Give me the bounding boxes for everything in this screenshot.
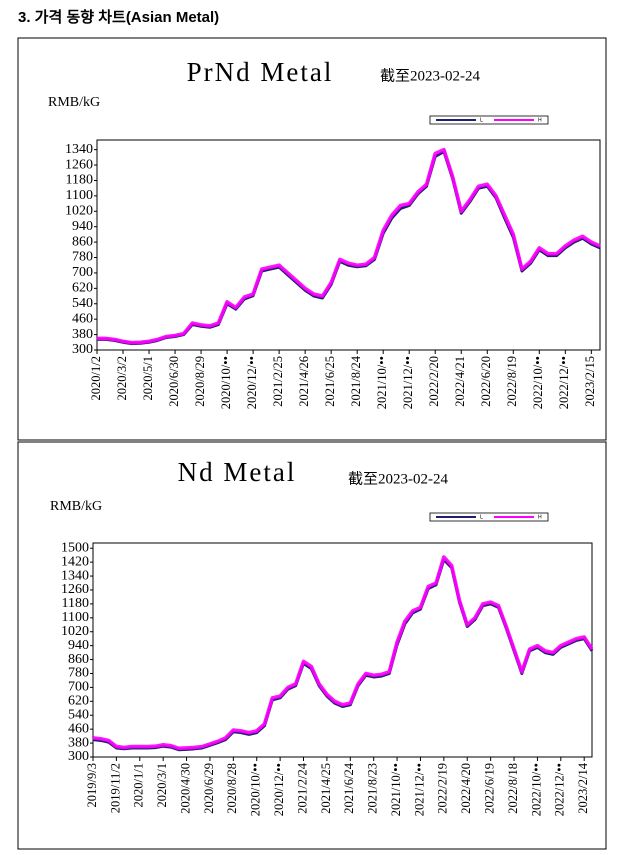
x-tick-label: 2022/8/19: [505, 356, 519, 407]
x-tick-label: 2021/6/25: [323, 356, 337, 407]
x-tick-label: 2022/10/••: [529, 763, 543, 816]
x-tick-label: 2020/4/30: [178, 763, 192, 814]
x-tick-label: 2021/12/••: [412, 763, 426, 816]
x-tick-label: 2021/8/24: [349, 355, 363, 406]
chart-title: PrNd Metal: [187, 57, 334, 87]
y-tick-label: 1100: [62, 610, 89, 625]
y-tick-label: 1260: [65, 157, 93, 172]
x-tick-label: 2022/4/21: [453, 356, 467, 407]
x-tick-label: 2020/1/1: [132, 763, 146, 807]
x-tick-label: 2023/2/14: [576, 762, 590, 813]
chart: Nd Metal 截至2023-02-24 RMB/kG 30038046054062…: [17, 441, 607, 850]
x-tick-label: 2020/6/29: [202, 763, 216, 814]
y-tick-label: 1260: [61, 582, 89, 597]
y-tick-label: 540: [68, 707, 89, 722]
x-tick-label: 2021/2/25: [271, 356, 285, 407]
chart-title: Nd Metal: [178, 457, 297, 487]
x-tick-label: 2022/2/19: [436, 763, 450, 814]
y-tick-label: 300: [72, 342, 93, 357]
chart-frame: [17, 37, 607, 441]
x-tick-label: 2021/8/23: [366, 763, 380, 814]
x-tick-label: 2019/9/3: [85, 763, 99, 807]
y-tick-label: 1180: [62, 596, 89, 611]
legend-box: [429, 512, 549, 522]
y-axis-label: RMB/kG: [50, 499, 102, 514]
y-axis-label: RMB/kG: [48, 95, 100, 110]
x-tick-label: 2021/4/25: [319, 763, 333, 814]
legend-label: L: [480, 118, 483, 124]
y-tick-label: 460: [68, 721, 89, 736]
series-line: [97, 147, 601, 345]
x-tick-label: 2021/6/24: [342, 762, 356, 813]
x-tick-label: 2020/3/2: [115, 356, 129, 400]
section-heading: 3. 가격 동향 차트(Asian Metal): [18, 8, 219, 26]
x-tick-label: 2021/10/••: [375, 356, 389, 409]
x-tick-label: 2020/8/29: [193, 356, 207, 407]
y-tick-label: 1020: [65, 204, 93, 219]
plot-area: [96, 139, 601, 351]
x-tick-label: 2020/3/1: [155, 763, 169, 807]
y-tick-label: 860: [72, 234, 93, 249]
x-tick-label: 2020/8/28: [225, 763, 239, 814]
y-tick-label: 380: [72, 327, 93, 342]
y-tick-label: 380: [68, 735, 89, 750]
chart-frame: [17, 441, 607, 850]
y-tick-label: 940: [68, 638, 89, 653]
plot-area: [92, 542, 593, 758]
y-tick-label: 1340: [65, 142, 93, 157]
x-tick-label: 2022/2/20: [427, 356, 441, 407]
x-tick-label: 2020/12/••: [272, 763, 286, 816]
y-tick-label: 620: [68, 694, 89, 709]
x-tick-label: 2021/2/24: [295, 762, 309, 813]
y-tick-label: 460: [72, 311, 93, 326]
legend-box: [429, 115, 549, 125]
x-tick-label: 2022/12/••: [553, 763, 567, 816]
x-tick-label: 2022/6/19: [483, 763, 497, 814]
y-tick-label: 780: [72, 250, 93, 265]
y-tick-label: 860: [68, 652, 89, 667]
y-tick-label: 1340: [61, 568, 89, 583]
y-tick-label: 1420: [61, 554, 89, 569]
x-tick-label: 2022/6/20: [479, 356, 493, 407]
x-tick-label: 2020/12/••: [245, 356, 259, 409]
x-tick-label: 2020/6/30: [167, 356, 181, 407]
x-tick-label: 2020/10/••: [219, 356, 233, 409]
y-tick-label: 1180: [66, 173, 93, 188]
x-tick-label: 2022/12/••: [557, 356, 571, 409]
legend-label: H: [538, 515, 542, 521]
x-tick-label: 2020/10/••: [249, 763, 263, 816]
series-line: [92, 555, 594, 751]
y-tick-label: 1500: [61, 540, 89, 555]
y-tick-label: 540: [72, 296, 93, 311]
x-tick-label: 2021/12/••: [401, 356, 415, 409]
legend-label: L: [480, 515, 483, 521]
chart-subtitle: 截至2023-02-24: [348, 470, 448, 487]
x-tick-label: 2021/10/••: [389, 763, 403, 816]
x-tick-label: 2022/10/••: [531, 356, 545, 409]
y-tick-label: 780: [68, 666, 89, 681]
x-tick-label: 2023/2/15: [583, 356, 597, 407]
x-tick-label: 2021/4/26: [297, 356, 311, 407]
x-tick-label: 2020/5/1: [141, 356, 155, 400]
x-tick-label: 2020/1/2: [89, 356, 103, 400]
x-tick-label: 2019/11/2: [108, 763, 122, 813]
y-tick-label: 1020: [61, 624, 89, 639]
y-tick-label: 700: [68, 680, 89, 695]
chart: PrNd Metal 截至2023-02-24 RMB/kG 300380460540…: [17, 37, 607, 441]
y-tick-label: 940: [72, 219, 93, 234]
y-tick-label: 700: [72, 265, 93, 280]
y-tick-label: 1100: [66, 188, 93, 203]
x-tick-label: 2022/4/20: [459, 763, 473, 814]
legend-label: H: [538, 118, 542, 124]
x-tick-label: 2022/8/18: [506, 763, 520, 814]
chart-subtitle: 截至2023-02-24: [380, 67, 480, 84]
y-tick-label: 620: [72, 281, 93, 296]
y-tick-label: 300: [68, 749, 89, 764]
